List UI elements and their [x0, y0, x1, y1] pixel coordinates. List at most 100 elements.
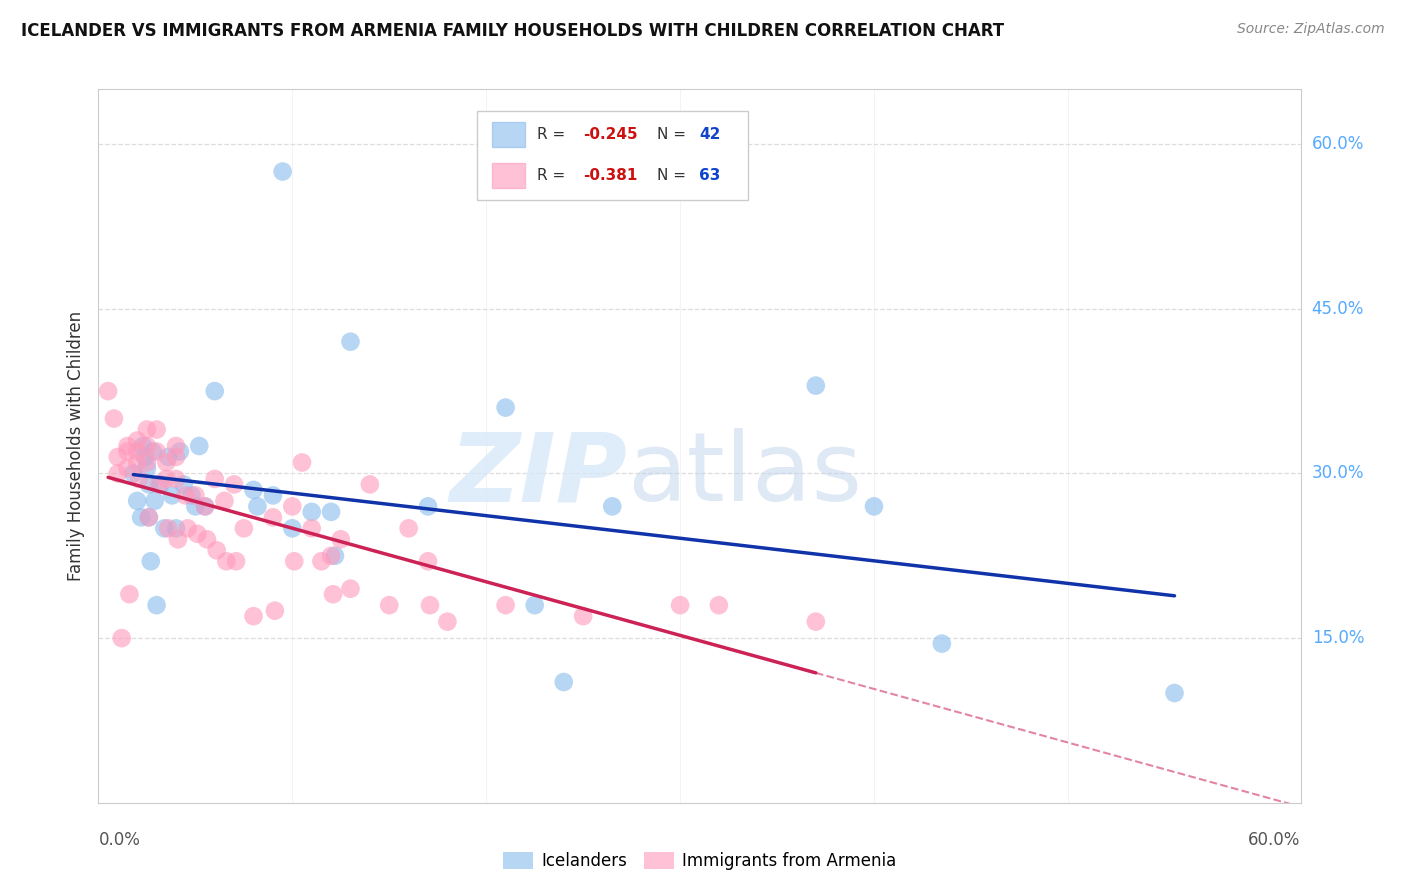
Point [186, 526, 208, 541]
Point [118, 587, 141, 601]
Point [863, 500, 886, 514]
Point [319, 549, 342, 563]
Y-axis label: Family Households with Children: Family Households with Children [67, 311, 86, 581]
Text: R =: R = [537, 169, 571, 183]
FancyBboxPatch shape [492, 122, 526, 147]
Point [165, 450, 187, 464]
Point [523, 598, 546, 612]
Point [188, 439, 211, 453]
Point [145, 444, 167, 458]
Text: 45.0%: 45.0% [1312, 300, 1364, 318]
Point [195, 533, 218, 547]
Text: ZIP: ZIP [450, 428, 627, 521]
Point [138, 477, 160, 491]
Point [436, 615, 458, 629]
Point [419, 598, 441, 612]
Point [931, 637, 953, 651]
Point [281, 521, 304, 535]
Point [155, 472, 177, 486]
Point [804, 615, 827, 629]
Text: N =: N = [658, 128, 692, 142]
Point [204, 384, 226, 398]
Point [205, 543, 228, 558]
Text: 0.0%: 0.0% [98, 831, 141, 849]
Point [323, 549, 346, 563]
Point [495, 401, 517, 415]
Point [155, 455, 177, 469]
Text: 30.0%: 30.0% [1312, 465, 1364, 483]
Point [122, 467, 145, 481]
Point [291, 455, 314, 469]
Point [180, 488, 202, 502]
Point [153, 521, 176, 535]
Text: 60.0%: 60.0% [1249, 831, 1301, 849]
Point [553, 675, 575, 690]
Point [176, 521, 198, 535]
Point [495, 598, 517, 612]
Point [138, 510, 160, 524]
Text: Source: ZipAtlas.com: Source: ZipAtlas.com [1237, 22, 1385, 37]
Point [167, 533, 190, 547]
Text: N =: N = [658, 169, 692, 183]
Point [339, 582, 361, 596]
Point [107, 467, 129, 481]
Point [117, 461, 139, 475]
Point [135, 439, 157, 453]
Point [301, 521, 323, 535]
Point [263, 604, 285, 618]
Text: 60.0%: 60.0% [1312, 135, 1364, 153]
Point [127, 444, 149, 458]
Point [160, 488, 183, 502]
Point [311, 554, 333, 568]
Point [111, 631, 134, 645]
Point [107, 450, 129, 464]
Point [329, 533, 352, 547]
Point [184, 500, 207, 514]
Text: R =: R = [537, 128, 571, 142]
Point [572, 609, 595, 624]
Point [157, 450, 180, 464]
Text: -0.381: -0.381 [583, 169, 637, 183]
Point [148, 477, 170, 491]
Point [1163, 686, 1185, 700]
Point [378, 598, 401, 612]
Point [194, 500, 217, 514]
Point [319, 505, 342, 519]
Point [232, 521, 254, 535]
Point [416, 554, 439, 568]
Text: ICELANDER VS IMMIGRANTS FROM ARMENIA FAMILY HOUSEHOLDS WITH CHILDREN CORRELATION: ICELANDER VS IMMIGRANTS FROM ARMENIA FAM… [21, 22, 1004, 40]
Legend: Icelanders, Immigrants from Armenia: Icelanders, Immigrants from Armenia [496, 845, 903, 877]
Point [127, 434, 149, 448]
Point [165, 439, 187, 453]
Point [138, 510, 160, 524]
Point [143, 494, 166, 508]
Point [184, 488, 207, 502]
Point [242, 483, 264, 497]
Point [707, 598, 730, 612]
Point [97, 384, 120, 398]
Point [128, 472, 150, 486]
Point [129, 510, 152, 524]
Text: atlas: atlas [627, 428, 862, 521]
Point [262, 510, 284, 524]
Point [135, 423, 157, 437]
Point [103, 411, 125, 425]
Point [804, 378, 827, 392]
Point [215, 554, 238, 568]
Point [127, 494, 149, 508]
Point [339, 334, 361, 349]
Point [416, 500, 439, 514]
Point [135, 455, 157, 469]
Point [271, 164, 294, 178]
Point [139, 554, 162, 568]
Text: 42: 42 [699, 128, 721, 142]
Point [134, 450, 156, 464]
Point [301, 505, 323, 519]
Point [322, 587, 344, 601]
Point [132, 439, 155, 453]
Point [224, 477, 246, 491]
Point [127, 455, 149, 469]
Point [157, 521, 180, 535]
Point [149, 477, 172, 491]
Point [169, 444, 191, 458]
